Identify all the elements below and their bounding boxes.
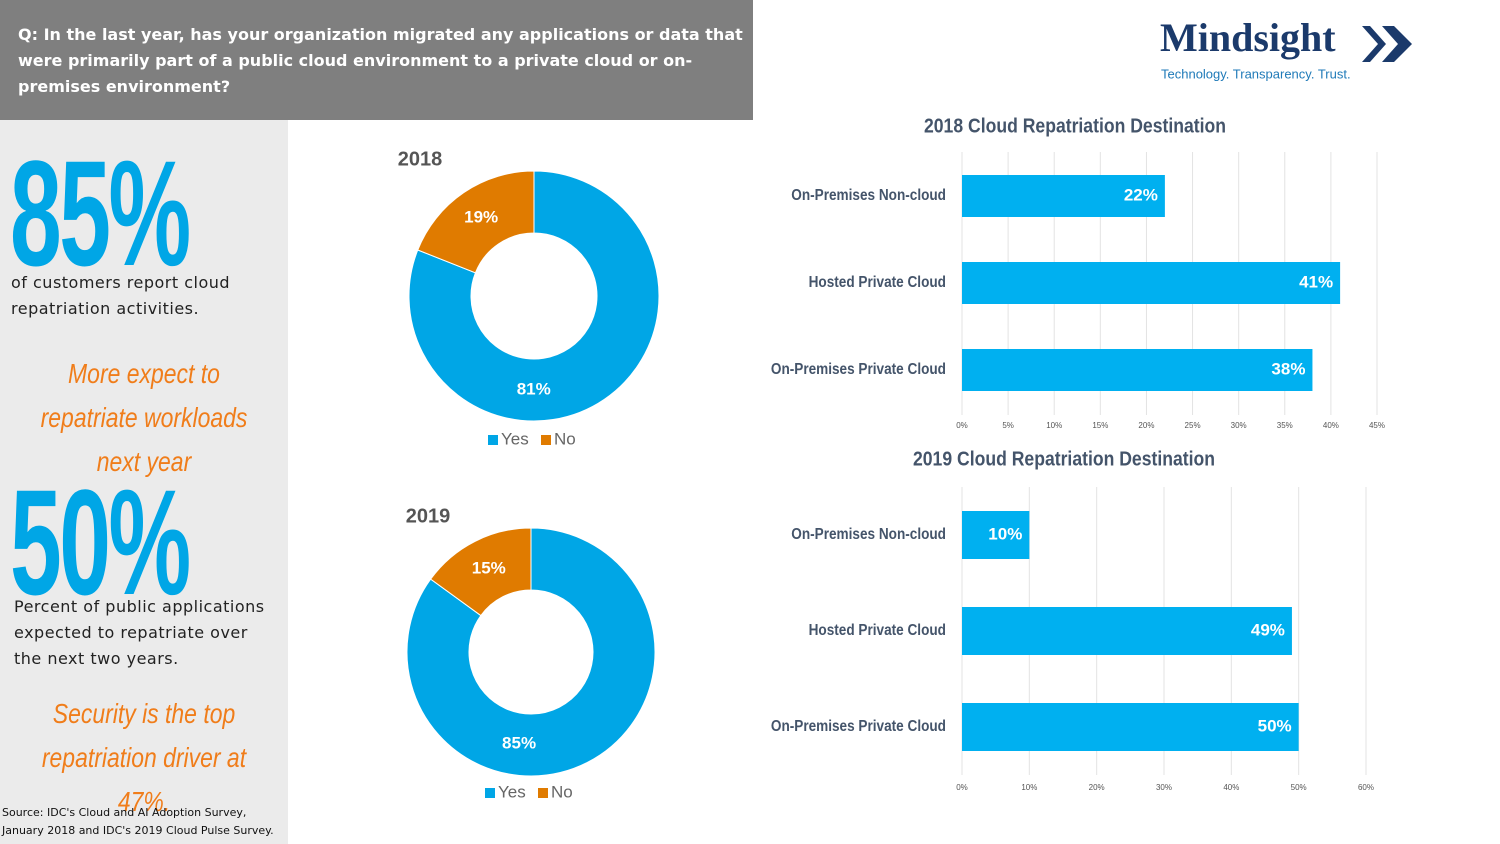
logo-tagline: Technology. Transparency. Trust. — [1161, 66, 1351, 81]
legend-label: Yes — [498, 782, 526, 801]
legend-swatch — [538, 788, 548, 798]
legend-label: No — [554, 429, 576, 448]
donut-slice — [408, 170, 660, 422]
data-label: 15% — [472, 559, 506, 578]
bar — [962, 349, 1313, 391]
question: Q: In the last year, has your organizati… — [18, 25, 743, 96]
x-tick-label: 0% — [956, 421, 968, 430]
category-label: Hosted Private Cloud — [809, 274, 946, 291]
x-tick-label: 0% — [956, 783, 968, 792]
header-bar — [0, 0, 753, 120]
legend-swatch — [541, 435, 551, 445]
bar — [962, 703, 1299, 751]
chart-title: 2018 — [398, 148, 443, 170]
chart-title: 2019 — [406, 505, 451, 527]
donut-slice — [429, 527, 532, 617]
x-tick-label: 10% — [1046, 421, 1062, 430]
x-tick-label: 45% — [1369, 421, 1385, 430]
stat-note: More expect to repatriate workloads next… — [40, 358, 248, 477]
logo-chevrons — [1362, 26, 1412, 62]
x-tick-label: 5% — [1002, 421, 1014, 430]
category-label: On-Premises Non-cloud — [791, 526, 946, 543]
data-label: 81% — [517, 379, 551, 398]
stat-text: Percent of public applications expected … — [14, 597, 265, 668]
category-label: On-Premises Private Cloud — [771, 718, 946, 735]
donut-slice — [406, 527, 656, 777]
x-tick-label: 30% — [1231, 421, 1247, 430]
data-label: 10% — [988, 524, 1022, 543]
x-tick-label: 35% — [1277, 421, 1293, 430]
bar — [962, 607, 1292, 655]
x-tick-label: 60% — [1358, 783, 1374, 792]
bar — [962, 511, 1030, 559]
source: Source: IDC's Cloud and AI Adoption Surv… — [2, 806, 274, 837]
stat-note: Security is the top repatriation driver … — [41, 698, 247, 817]
x-tick-label: 15% — [1092, 421, 1108, 430]
chart-title: 2019 Cloud Repatriation Destination — [913, 447, 1215, 469]
data-label: 19% — [464, 208, 498, 227]
x-tick-label: 20% — [1089, 783, 1105, 792]
bar — [962, 262, 1341, 304]
stat-text: of customers report cloud repatriation a… — [11, 273, 231, 318]
data-label: 38% — [1271, 359, 1305, 378]
x-tick-label: 50% — [1291, 783, 1307, 792]
legend-label: No — [551, 782, 573, 801]
x-tick-label: 40% — [1323, 421, 1339, 430]
x-tick-label: 10% — [1021, 783, 1037, 792]
category-label: On-Premises Non-cloud — [791, 187, 946, 204]
stat-figure: 50% — [10, 458, 191, 626]
chart-title: 2018 Cloud Repatriation Destination — [924, 114, 1226, 136]
data-label: 50% — [1258, 716, 1292, 735]
legend-swatch — [488, 435, 498, 445]
bar — [962, 175, 1165, 217]
side-panel — [0, 120, 288, 844]
data-label: 85% — [502, 734, 536, 753]
legend-label: Yes — [501, 429, 529, 448]
category-label: Hosted Private Cloud — [809, 622, 946, 639]
stat-figure: 85% — [10, 129, 191, 297]
data-label: 22% — [1124, 185, 1158, 204]
x-tick-label: 30% — [1156, 783, 1172, 792]
legend-swatch — [485, 788, 495, 798]
x-tick-label: 25% — [1185, 421, 1201, 430]
x-tick-label: 40% — [1223, 783, 1239, 792]
donut-slice — [417, 170, 535, 274]
category-label: On-Premises Private Cloud — [771, 361, 946, 378]
logo-name: Mindsight — [1160, 15, 1336, 60]
data-label: 49% — [1251, 620, 1285, 639]
x-tick-label: 20% — [1138, 421, 1154, 430]
data-label: 41% — [1299, 272, 1333, 291]
